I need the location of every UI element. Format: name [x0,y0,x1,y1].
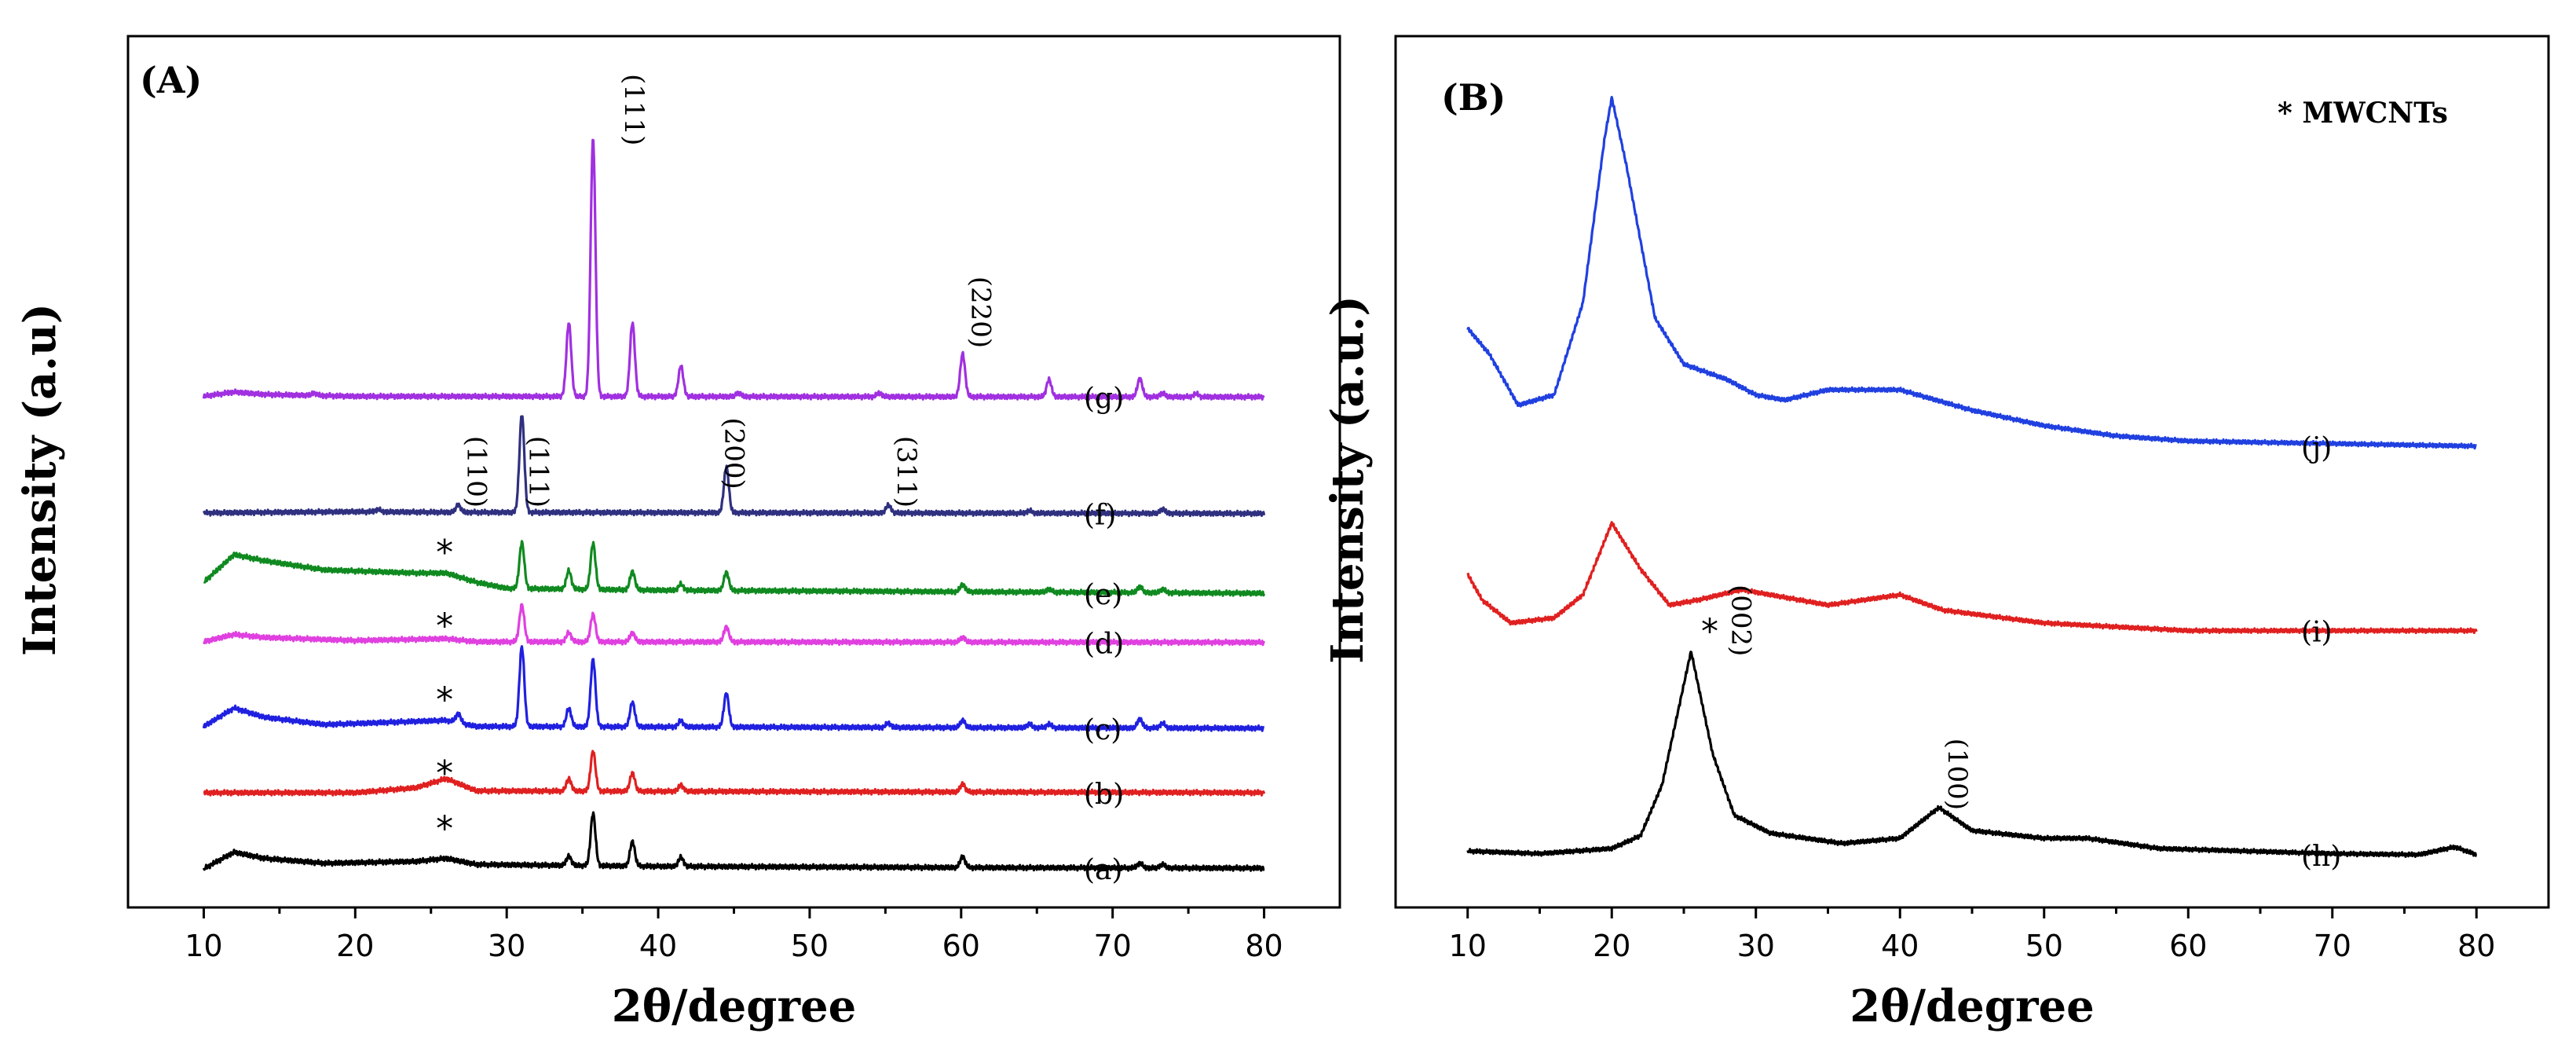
panel-a-series-label: (a) [1084,854,1123,886]
panel-a-peak-annotation: (110) [460,436,492,508]
panel-a-series-b [203,750,1266,797]
panel-b-x-tick-label: 10 [1449,929,1487,963]
panel-a-series-e [203,540,1266,597]
panel-a-peak-annotation: (111) [523,436,554,508]
panel-a-series-f [202,415,1266,518]
panel-b-series-h [1466,651,2478,859]
panel-b-y-axis-label: Intensity (a.u.) [1322,295,1374,664]
panel-a-x-tick-label: 80 [1245,929,1283,963]
panel-b-peak-annotation: (002) [1725,585,1757,656]
panel-a-mwcnt-star: * [436,808,453,849]
panel-a-y-axis-label: Intensity (a.u) [14,303,66,656]
panel-a-mwcnt-star: * [436,680,453,720]
panel-b-x-tick-label: 70 [2314,929,2351,963]
panel-a-series-g [202,138,1265,401]
panel-a-series-d [203,603,1266,647]
panel-b-x-axis-label: 2θ/degree [1850,981,2094,1032]
panel-b-x-tick-label: 50 [2025,929,2063,963]
panel-b-x-tick-label: 30 [1737,929,1775,963]
panel-a-series-label: (g) [1084,383,1124,415]
panel-a-series-label: (d) [1084,629,1124,661]
panel-a-series-label: (e) [1084,579,1122,611]
panel-b-series-label: (h) [2301,841,2341,873]
panel-a-series-label: (c) [1084,714,1122,746]
panel-b-x-tick-label: 40 [1881,929,1919,963]
panel-a-series-a [202,811,1265,872]
panel-a-series-label: (b) [1084,779,1124,811]
panel-b-panel-label: (B) [1441,76,1506,119]
panel-b-x-tick-label: 20 [1593,929,1630,963]
panel-a-mwcnt-star: * [436,753,453,794]
panel-a-mwcnt-star: * [436,607,453,647]
panel-a-series-c [202,645,1265,732]
panel-a-x-tick-label: 40 [639,929,677,963]
panel-a-peak-annotation: (220) [965,277,997,348]
panel-b-mwcnt-star: * [1701,612,1718,652]
panel-a-x-axis-label: 2θ/degree [612,981,856,1032]
panel-a-peak-annotation: (311) [891,436,922,508]
panel-a-peak-annotation: (111) [618,74,649,145]
panel-b-series-label: (j) [2301,432,2332,464]
panel-a-x-tick-label: 60 [942,929,980,963]
panel-a-x-tick-label: 10 [185,929,222,963]
panel-a-x-tick-label: 20 [336,929,374,963]
panel-a-peak-annotation: (200) [718,417,749,489]
panel-b-x-tick-label: 80 [2457,929,2495,963]
panel-a-panel-label: (A) [140,59,202,101]
panel-b-x-tick-label: 60 [2169,929,2207,963]
panel-b-legend-note: * MWCNTs [2278,97,2448,130]
panel-b-series-i [1466,521,2478,635]
panel-b-series-j [1466,95,2478,450]
panel-a-series-label: (f) [1084,500,1116,532]
panel-a-x-tick-label: 50 [791,929,829,963]
panel-a-x-tick-label: 70 [1094,929,1132,963]
panel-b-peak-annotation: (100) [1941,739,1973,810]
panel-b-series-label: (i) [2301,617,2333,649]
panel-a-mwcnt-star: * [436,533,453,573]
panel-a-x-tick-label: 30 [488,929,525,963]
